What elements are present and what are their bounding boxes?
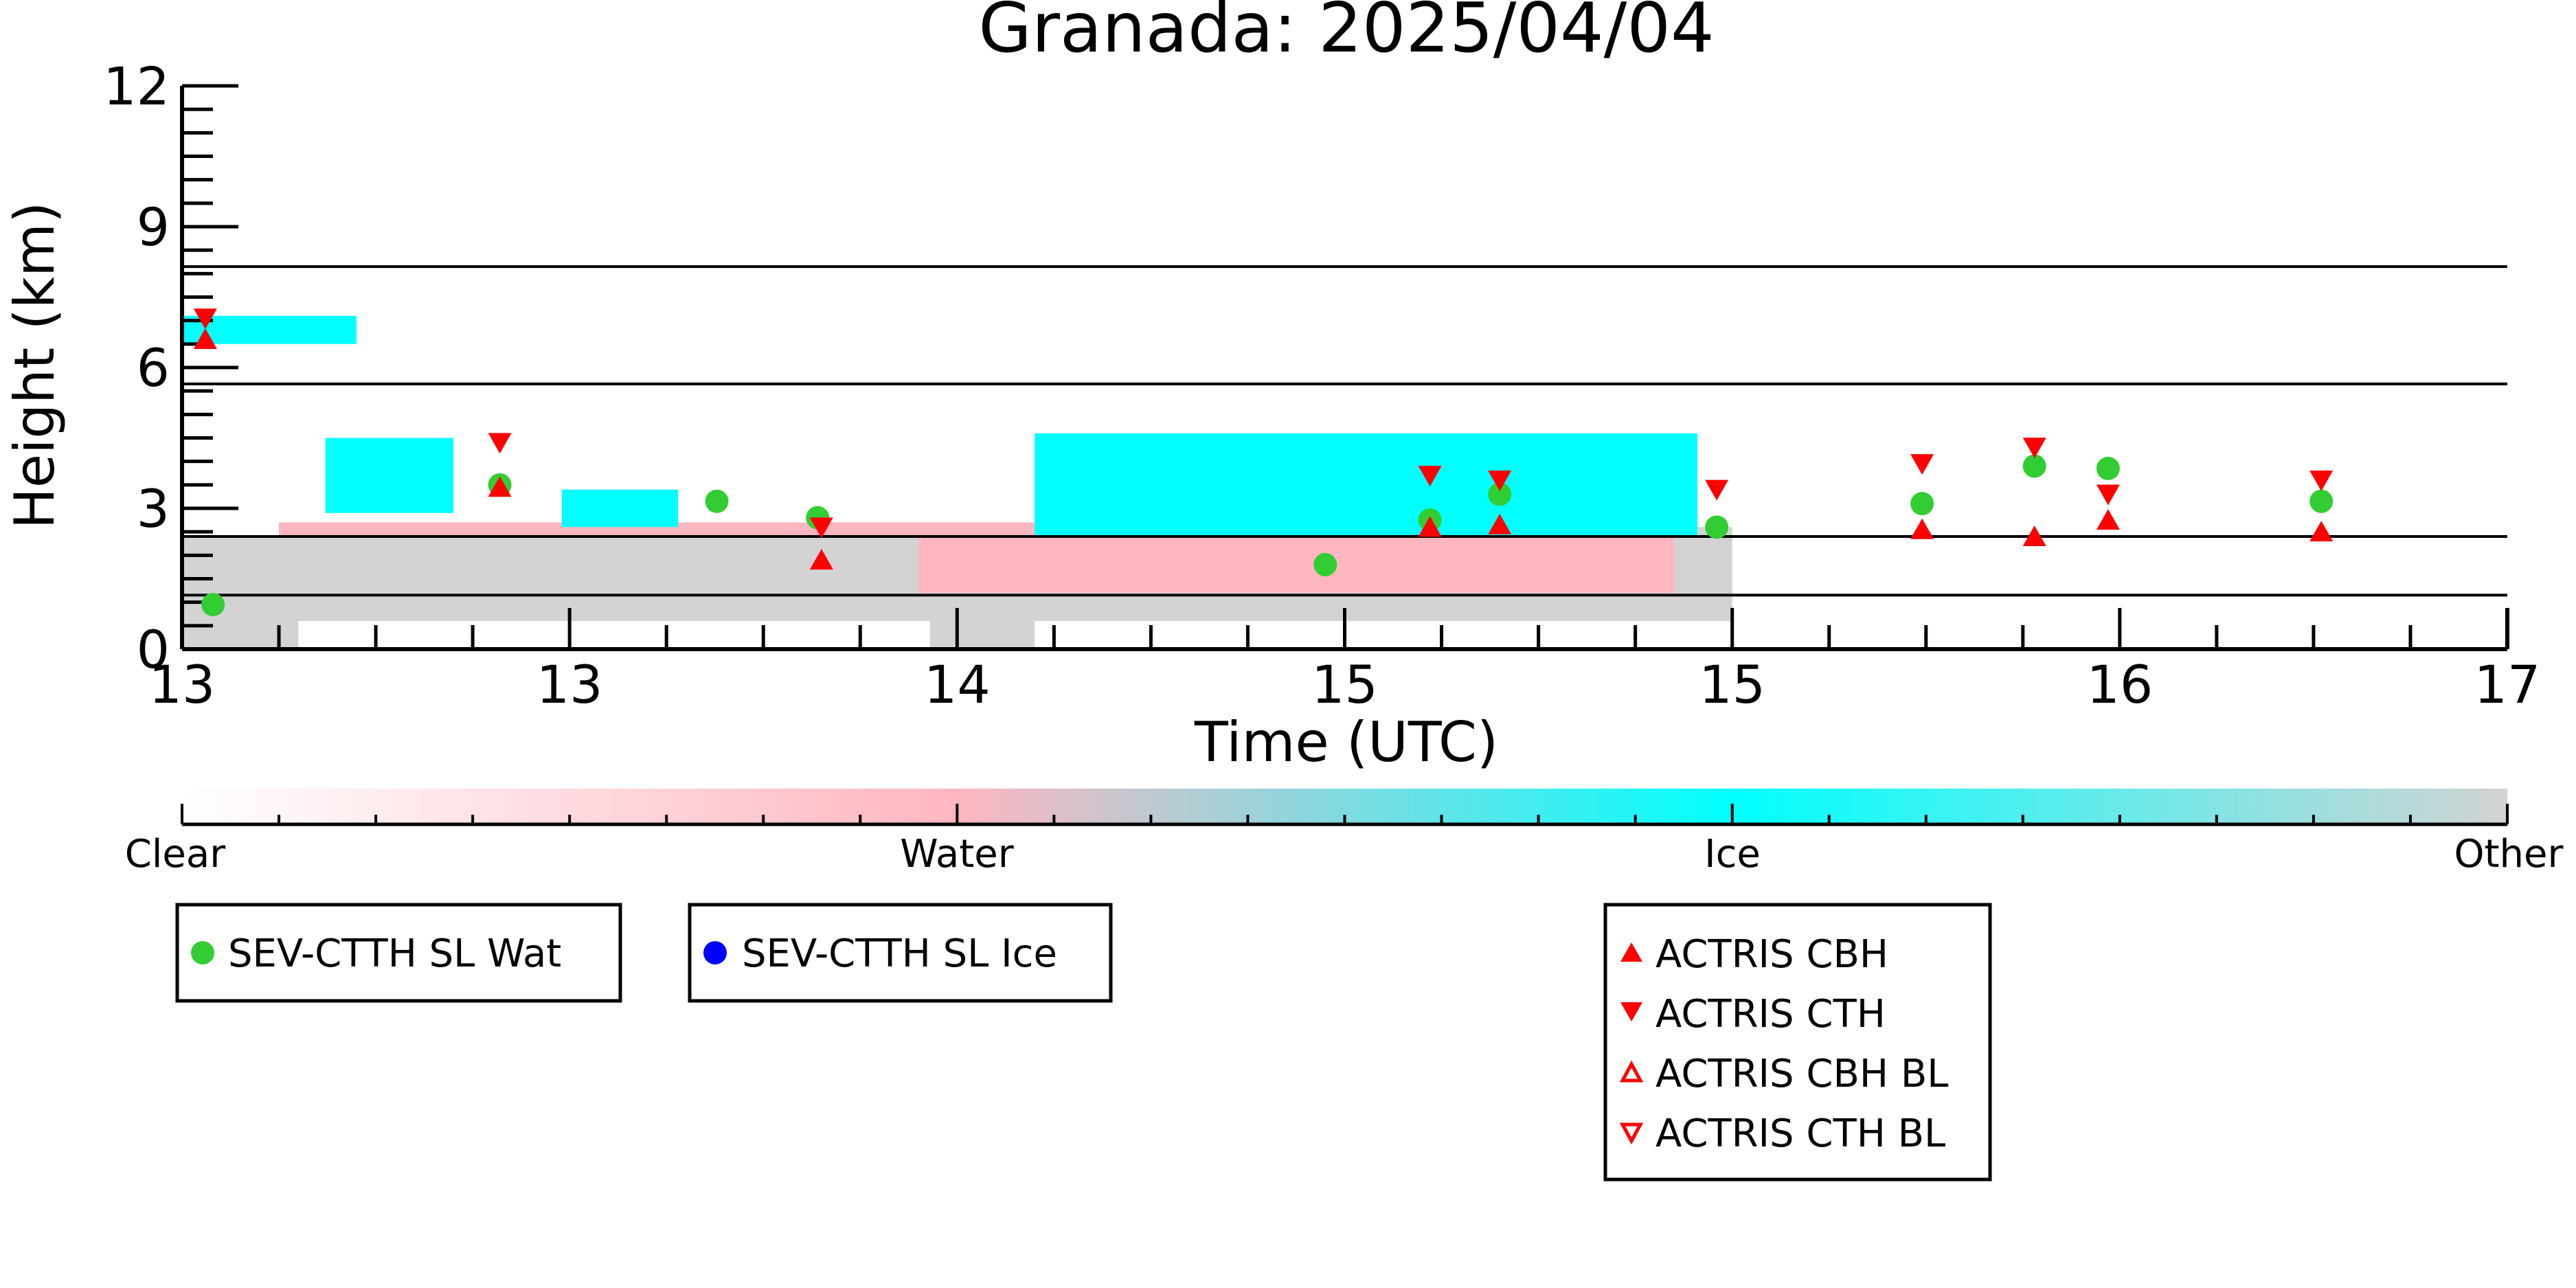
marker-sev-ctth-sl-wat: [2309, 489, 2334, 513]
legend-sev-wat-label: SEV-CTTH SL Wat: [228, 931, 561, 976]
marker-actris-cth: [488, 433, 512, 454]
marker-actris-cbh: [488, 476, 512, 497]
x-tick-label: 13: [149, 654, 216, 715]
x-tick-label: 17: [2474, 654, 2541, 715]
legend-actris-cth-marker: [1620, 1002, 1642, 1021]
colorbar-label-other: Other: [2454, 832, 2564, 877]
legend-actris-cbh-marker: [1620, 942, 1642, 962]
legend-sev-ice: SEV-CTTH SL Ice: [688, 903, 1113, 1003]
x-tick-label: 14: [924, 654, 991, 715]
reference-lines: [182, 265, 2507, 597]
y-tick-label: 3: [137, 478, 170, 539]
marker-sev-ctth-sl-wat: [1910, 492, 1934, 516]
colorbar-label-ice: Ice: [1704, 832, 1761, 877]
marker-actris-cbh: [1488, 513, 1512, 534]
x-tick-label: 15: [1311, 654, 1378, 715]
marker-actris-cth: [2309, 471, 2334, 491]
marker-sev-ctth-sl-wat: [201, 593, 225, 617]
layer-ice-2: [325, 438, 453, 513]
legend-sev-wat-frame: [175, 903, 622, 1003]
marker-actris-cth: [1418, 466, 1442, 487]
chart-title: Granada: 2025/04/04: [978, 0, 1714, 68]
y-tick-label: 6: [137, 337, 170, 398]
x-tick-label: 15: [1699, 654, 1765, 715]
marker-actris-cbh: [1910, 518, 1934, 539]
y-axis-label: Height (km): [3, 202, 67, 530]
marker-actris-cbh: [1418, 516, 1442, 537]
marker-sev-ctth-sl-wat: [2096, 456, 2120, 480]
legend-actris-frame: [1603, 903, 1992, 1182]
marker-sev-ctth-sl-wat: [705, 489, 729, 513]
marker-sev-ctth-sl-wat: [1705, 515, 1729, 539]
marker-actris-cbh: [2309, 521, 2334, 542]
marker-actris-cth: [193, 308, 217, 330]
axes: 0 3 6 9 12 13 13 14 15 15 16 17: [103, 56, 2540, 715]
marker-actris-cbh: [193, 328, 217, 349]
marker-actris-cth: [1488, 471, 1512, 491]
legend-sev-wat-marker: [191, 941, 214, 964]
layer-ice-3: [561, 489, 679, 528]
legend-actris-cth-bl-label: ACTRIS CTH BL: [1656, 1111, 1945, 1156]
marker-actris-cbh: [2022, 526, 2046, 546]
marker-sev-ctth-sl-wat: [1313, 553, 1337, 576]
legend-actris-cth-bl-marker: [1619, 1122, 1644, 1145]
marker-actris-cbh: [809, 549, 833, 570]
legend-actris-cth-label: ACTRIS CTH: [1656, 992, 1886, 1037]
marker-actris-cth: [2096, 484, 2120, 506]
legend-sev-wat: SEV-CTTH SL Wat: [175, 903, 622, 1003]
y-tick-label: 9: [137, 196, 170, 258]
x-tick-label: 13: [536, 654, 603, 715]
marker-sev-ctth-sl-wat: [1488, 482, 1512, 506]
marker-actris-cth: [1705, 479, 1729, 501]
legend-actris-cbh-bl-label: ACTRIS CBH BL: [1656, 1052, 1948, 1096]
legend-sev-ice-label: SEV-CTTH SL Ice: [742, 931, 1057, 976]
colorbar-label-water: Water: [900, 832, 1015, 877]
legend-actris: ACTRIS CBH ACTRIS CTH ACTRIS CBH BL ACTR…: [1603, 903, 1992, 1182]
legend-actris-cbh-bl-marker: [1619, 1060, 1644, 1083]
legend-sev-ice-frame: [688, 903, 1113, 1003]
marker-actris-cth: [809, 517, 833, 539]
marker-actris-cbh: [2096, 509, 2120, 530]
x-tick-label: 16: [2086, 654, 2153, 715]
legend-actris-cbh-label: ACTRIS CBH: [1656, 932, 1888, 977]
colorbar-label-clear: Clear: [125, 832, 226, 877]
y-tick-label: 0: [137, 619, 170, 680]
layer-ice-5: [182, 315, 357, 344]
legend-sev-ice-marker: [703, 941, 727, 964]
marker-sev-ctth-sl-wat: [2022, 454, 2046, 478]
y-tick-label: 12: [103, 56, 170, 117]
colorbar: Clear Water Ice Other: [125, 789, 2564, 877]
marker-actris-cth: [1910, 454, 1934, 475]
data-markers: [193, 308, 2334, 617]
x-axis-label: Time (UTC): [1194, 710, 1498, 774]
layer-ice-4: [1035, 433, 1697, 536]
marker-actris-cth: [2022, 438, 2046, 459]
